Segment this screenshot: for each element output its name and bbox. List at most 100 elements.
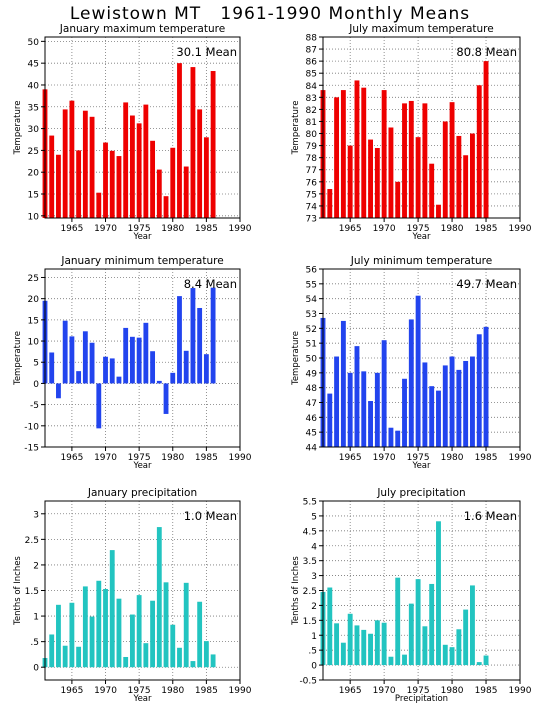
bar-1967 <box>361 371 367 447</box>
bar-1971 <box>109 550 115 668</box>
x-tick-label: 1970 <box>373 686 396 696</box>
bar-1972 <box>116 598 122 668</box>
bar-1976 <box>422 103 428 218</box>
bar-1980 <box>449 102 455 218</box>
bar-1968 <box>89 342 95 384</box>
x-tick-label: 1970 <box>94 686 117 696</box>
y-tick-label: 45 <box>306 429 317 439</box>
bar-1981 <box>456 135 462 218</box>
bar-1966 <box>354 625 360 666</box>
x-tick-label: 1980 <box>441 453 464 463</box>
x-tick-label: 1980 <box>161 224 184 234</box>
y-tick-label: 1 <box>33 613 39 623</box>
y-tick-label: 5 <box>33 359 39 369</box>
chart-title: January minimum temperature <box>60 255 223 267</box>
chart-title: January maximum temperature <box>59 23 225 35</box>
bar-1981 <box>456 369 462 447</box>
x-tick-label: 1985 <box>195 686 218 696</box>
x-tick-label: 1965 <box>339 453 362 463</box>
y-axis-label: Temperature <box>13 101 23 156</box>
bar-1980 <box>449 647 455 666</box>
y-tick-label: 35 <box>28 103 39 113</box>
bar-1973 <box>123 327 129 384</box>
x-tick-label: 1980 <box>161 686 184 696</box>
chart-5: 0 .5 1 1.5 2 2.5 3 1965 1970 1975 1980 1985 1990 Janu… <box>13 487 252 704</box>
x-axis-label: Year <box>133 694 153 704</box>
bar-1980 <box>170 624 176 668</box>
y-tick-label: 76 <box>306 178 318 188</box>
bar-1970 <box>103 588 108 668</box>
x-tick-label: 1985 <box>195 224 218 234</box>
bar-1973 <box>123 656 129 668</box>
bar-1978 <box>436 204 441 218</box>
y-tick-label: 10 <box>28 212 40 222</box>
y-tick-label: 79 <box>306 142 318 152</box>
y-tick-label: 5 <box>311 512 317 522</box>
bar-1977 <box>150 351 156 384</box>
bar-1980 <box>449 356 455 447</box>
bar-1976 <box>422 362 428 447</box>
bar-1972 <box>116 156 122 218</box>
y-tick-label: 3 <box>33 510 39 520</box>
bar-1964 <box>62 645 68 668</box>
chart-title: January precipitation <box>87 487 197 499</box>
x-tick-label: 1980 <box>441 224 464 234</box>
y-axis-label: Tenths of Inches <box>13 556 23 626</box>
y-tick-label: 47 <box>306 399 317 409</box>
x-tick-label: 1980 <box>161 453 184 463</box>
bar-1972 <box>395 577 401 666</box>
bar-1962 <box>327 587 333 666</box>
x-tick-label: 1975 <box>128 453 151 463</box>
bar-1975 <box>415 295 421 447</box>
bar-1979 <box>163 582 169 668</box>
y-tick-label: 78 <box>306 154 318 164</box>
y-tick-label: 0 <box>311 662 317 672</box>
bar-1974 <box>408 603 414 666</box>
y-tick-label: 1.5 <box>303 617 317 627</box>
x-tick-label: 1965 <box>60 224 83 234</box>
bar-1970 <box>381 90 387 218</box>
bar-1963 <box>334 623 340 666</box>
x-tick-label: 1975 <box>407 453 430 463</box>
bar-1962 <box>49 634 55 668</box>
bar-1977 <box>429 163 435 218</box>
y-tick-label: -0.5 <box>299 677 317 687</box>
bar-1981 <box>177 647 182 668</box>
bar-1982 <box>463 360 469 447</box>
bar-1973 <box>402 103 407 218</box>
plot-frame <box>322 36 521 219</box>
x-tick-label: 1985 <box>195 453 218 463</box>
bar-1965 <box>347 145 353 218</box>
bar-1964 <box>62 109 68 218</box>
bar-1967 <box>361 629 367 666</box>
y-tick-label: 30 <box>28 125 40 135</box>
x-tick-label: 1975 <box>128 224 151 234</box>
bar-1972 <box>116 376 122 384</box>
bar-1975 <box>415 579 421 666</box>
mean-label: 30.1 Mean <box>176 45 237 59</box>
y-tick-label: -5 <box>30 401 39 411</box>
y-tick-label: 80 <box>306 130 318 140</box>
y-tick-label: 46 <box>306 414 318 424</box>
bar-1964 <box>62 320 68 384</box>
bar-1983 <box>470 133 475 218</box>
bar-1973 <box>402 378 407 447</box>
bar-1964 <box>340 90 346 218</box>
x-tick-label: 1965 <box>60 686 83 696</box>
x-tick-label: 1970 <box>373 224 396 234</box>
bar-1971 <box>109 150 115 218</box>
bar-1982 <box>463 155 469 218</box>
bar-1967 <box>361 87 367 219</box>
x-axis-label: Year <box>133 232 153 242</box>
y-tick-label: 40 <box>28 81 40 91</box>
bar-1972 <box>395 181 401 218</box>
y-tick-label: 2.5 <box>303 587 317 597</box>
bar-1972 <box>395 430 401 447</box>
x-tick-label: 1990 <box>229 453 252 463</box>
bar-1981 <box>177 296 182 384</box>
bar-1974 <box>129 115 135 218</box>
page-title: Lewistown MT 1961-1990 Monthly Means <box>69 4 471 24</box>
bar-1968 <box>368 139 373 218</box>
bar-1971 <box>388 656 394 666</box>
y-tick-label: 85 <box>306 70 317 80</box>
